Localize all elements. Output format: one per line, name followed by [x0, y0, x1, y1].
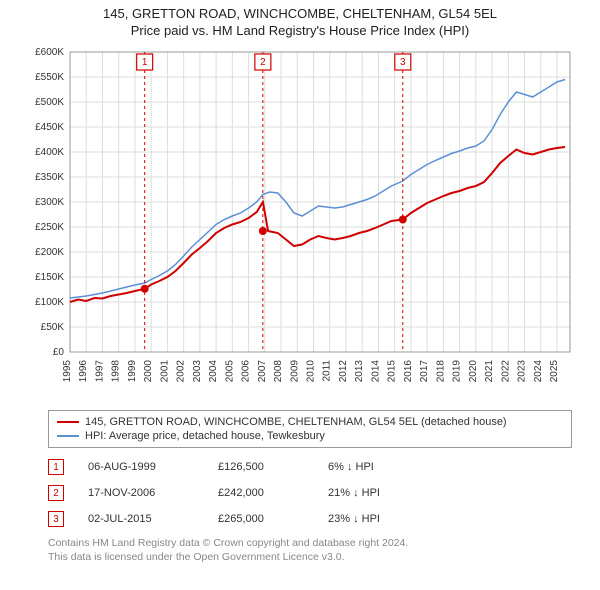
y-tick-label: £50K	[41, 322, 65, 333]
y-tick-label: £400K	[35, 147, 64, 158]
title-address: 145, GRETTON ROAD, WINCHCOMBE, CHELTENHA…	[10, 6, 590, 21]
y-tick-label: £500K	[35, 97, 64, 108]
x-tick-label: 2025	[549, 360, 560, 383]
x-tick-label: 2001	[159, 360, 170, 383]
event-date: 06-AUG-1999	[88, 461, 218, 473]
event-badge: 1	[48, 459, 64, 475]
y-tick-label: £600K	[35, 47, 64, 58]
event-price: £265,000	[218, 513, 328, 525]
page-root: 145, GRETTON ROAD, WINCHCOMBE, CHELTENHA…	[0, 0, 600, 564]
legend-item: 145, GRETTON ROAD, WINCHCOMBE, CHELTENHA…	[57, 415, 563, 429]
marker-badge-label: 3	[400, 57, 406, 68]
legend-item: HPI: Average price, detached house, Tewk…	[57, 429, 563, 443]
x-tick-label: 1997	[94, 360, 105, 383]
legend-label: HPI: Average price, detached house, Tewk…	[85, 430, 325, 442]
x-tick-label: 1998	[111, 360, 122, 383]
event-row: 1 06-AUG-1999£126,5006% ↓ HPI	[48, 454, 572, 480]
x-tick-label: 2004	[208, 360, 219, 383]
y-tick-label: £250K	[35, 222, 64, 233]
line-chart: £0 £50K £100K £150K £200K £250K £300K £350K £400…	[20, 42, 580, 402]
x-tick-label: 2008	[273, 360, 284, 383]
x-tick-label: 2000	[143, 360, 154, 383]
footnote-line: Contains HM Land Registry data © Crown c…	[48, 536, 572, 550]
x-tick-label: 2020	[468, 360, 479, 383]
x-tick-label: 2003	[192, 360, 203, 383]
footnote-line: This data is licensed under the Open Gov…	[48, 550, 572, 564]
event-date: 02-JUL-2015	[88, 513, 218, 525]
event-row: 3 02-JUL-2015£265,00023% ↓ HPI	[48, 506, 572, 532]
y-tick-label: £150K	[35, 272, 64, 283]
x-tick-label: 2016	[403, 360, 414, 383]
event-diff: 21% ↓ HPI	[328, 487, 438, 499]
event-row: 2 17-NOV-2006£242,00021% ↓ HPI	[48, 480, 572, 506]
legend: 145, GRETTON ROAD, WINCHCOMBE, CHELTENHA…	[48, 410, 572, 448]
footnote: Contains HM Land Registry data © Crown c…	[48, 536, 572, 564]
x-tick-label: 2013	[354, 360, 365, 383]
legend-swatch	[57, 435, 79, 437]
marker-badge-label: 1	[142, 57, 148, 68]
legend-label: 145, GRETTON ROAD, WINCHCOMBE, CHELTENHA…	[85, 416, 507, 428]
y-tick-label: £450K	[35, 122, 64, 133]
x-tick-label: 2006	[241, 360, 252, 383]
event-date: 17-NOV-2006	[88, 487, 218, 499]
marker-dot	[259, 227, 267, 235]
x-tick-label: 2023	[517, 360, 528, 383]
x-tick-label: 2022	[500, 360, 511, 383]
x-tick-label: 2007	[257, 360, 268, 383]
x-tick-label: 1995	[62, 360, 73, 383]
event-price: £242,000	[218, 487, 328, 499]
y-tick-label: £200K	[35, 247, 64, 258]
x-tick-label: 2010	[306, 360, 317, 383]
legend-swatch	[57, 421, 79, 423]
x-tick-label: 2002	[176, 360, 187, 383]
x-tick-label: 2012	[338, 360, 349, 383]
events-table: 1 06-AUG-1999£126,5006% ↓ HPI 2 17-NOV-2006…	[48, 454, 572, 532]
y-tick-label: £300K	[35, 197, 64, 208]
x-tick-label: 2024	[533, 360, 544, 383]
y-tick-label: £0	[53, 347, 65, 358]
x-tick-label: 1999	[127, 360, 138, 383]
chart-area: £0 £50K £100K £150K £200K £250K £300K £350K £400…	[20, 42, 580, 402]
event-price: £126,500	[218, 461, 328, 473]
x-tick-label: 2014	[370, 360, 381, 383]
x-tick-label: 1996	[78, 360, 89, 383]
event-diff: 6% ↓ HPI	[328, 461, 438, 473]
x-tick-label: 2017	[419, 360, 430, 383]
x-tick-label: 2019	[452, 360, 463, 383]
x-tick-label: 2011	[322, 360, 333, 382]
x-tick-label: 2009	[289, 360, 300, 383]
marker-dot	[399, 216, 407, 224]
y-tick-label: £550K	[35, 72, 64, 83]
x-tick-label: 2005	[224, 360, 235, 383]
x-tick-label: 2018	[435, 360, 446, 383]
x-tick-label: 2015	[387, 360, 398, 383]
y-tick-label: £100K	[35, 297, 64, 308]
x-tick-label: 2021	[484, 360, 495, 383]
event-badge: 3	[48, 511, 64, 527]
event-diff: 23% ↓ HPI	[328, 513, 438, 525]
marker-badge-label: 2	[260, 57, 266, 68]
marker-dot	[141, 285, 149, 293]
title-subtitle: Price paid vs. HM Land Registry's House …	[10, 23, 590, 38]
event-badge: 2	[48, 485, 64, 501]
y-tick-label: £350K	[35, 172, 64, 183]
title-block: 145, GRETTON ROAD, WINCHCOMBE, CHELTENHA…	[0, 0, 600, 42]
